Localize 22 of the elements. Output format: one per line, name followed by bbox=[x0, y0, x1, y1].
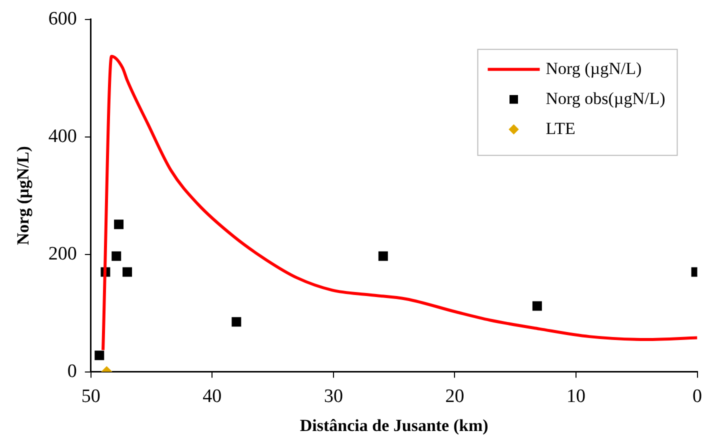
point bbox=[232, 317, 242, 327]
y-tick-label: 600 bbox=[48, 8, 77, 30]
point bbox=[532, 301, 542, 311]
y-tick-label: 0 bbox=[67, 360, 77, 382]
x-tick-label: 50 bbox=[81, 386, 100, 408]
point bbox=[94, 350, 104, 360]
legend-label: LTE bbox=[546, 118, 576, 138]
point bbox=[122, 267, 132, 277]
point bbox=[112, 251, 122, 261]
point bbox=[378, 251, 388, 261]
y-tick-label: 200 bbox=[48, 243, 77, 264]
x-tick-label: 20 bbox=[445, 386, 464, 408]
x-tick-label: 10 bbox=[566, 386, 586, 408]
x-tick-label: 30 bbox=[324, 386, 343, 408]
point bbox=[114, 220, 124, 230]
x-axis-title: Distância de Jusante (km) bbox=[300, 416, 488, 436]
y-tick-label: 400 bbox=[48, 126, 77, 147]
x-tick-label: 0 bbox=[692, 386, 702, 408]
x-tick-label: 40 bbox=[202, 386, 222, 408]
y-axis-title: Norg (µgN/L) bbox=[14, 146, 33, 246]
legend-label: Norg (µgN/L) bbox=[546, 58, 642, 78]
legend-label: Norg obs(µgN/L) bbox=[546, 88, 666, 108]
